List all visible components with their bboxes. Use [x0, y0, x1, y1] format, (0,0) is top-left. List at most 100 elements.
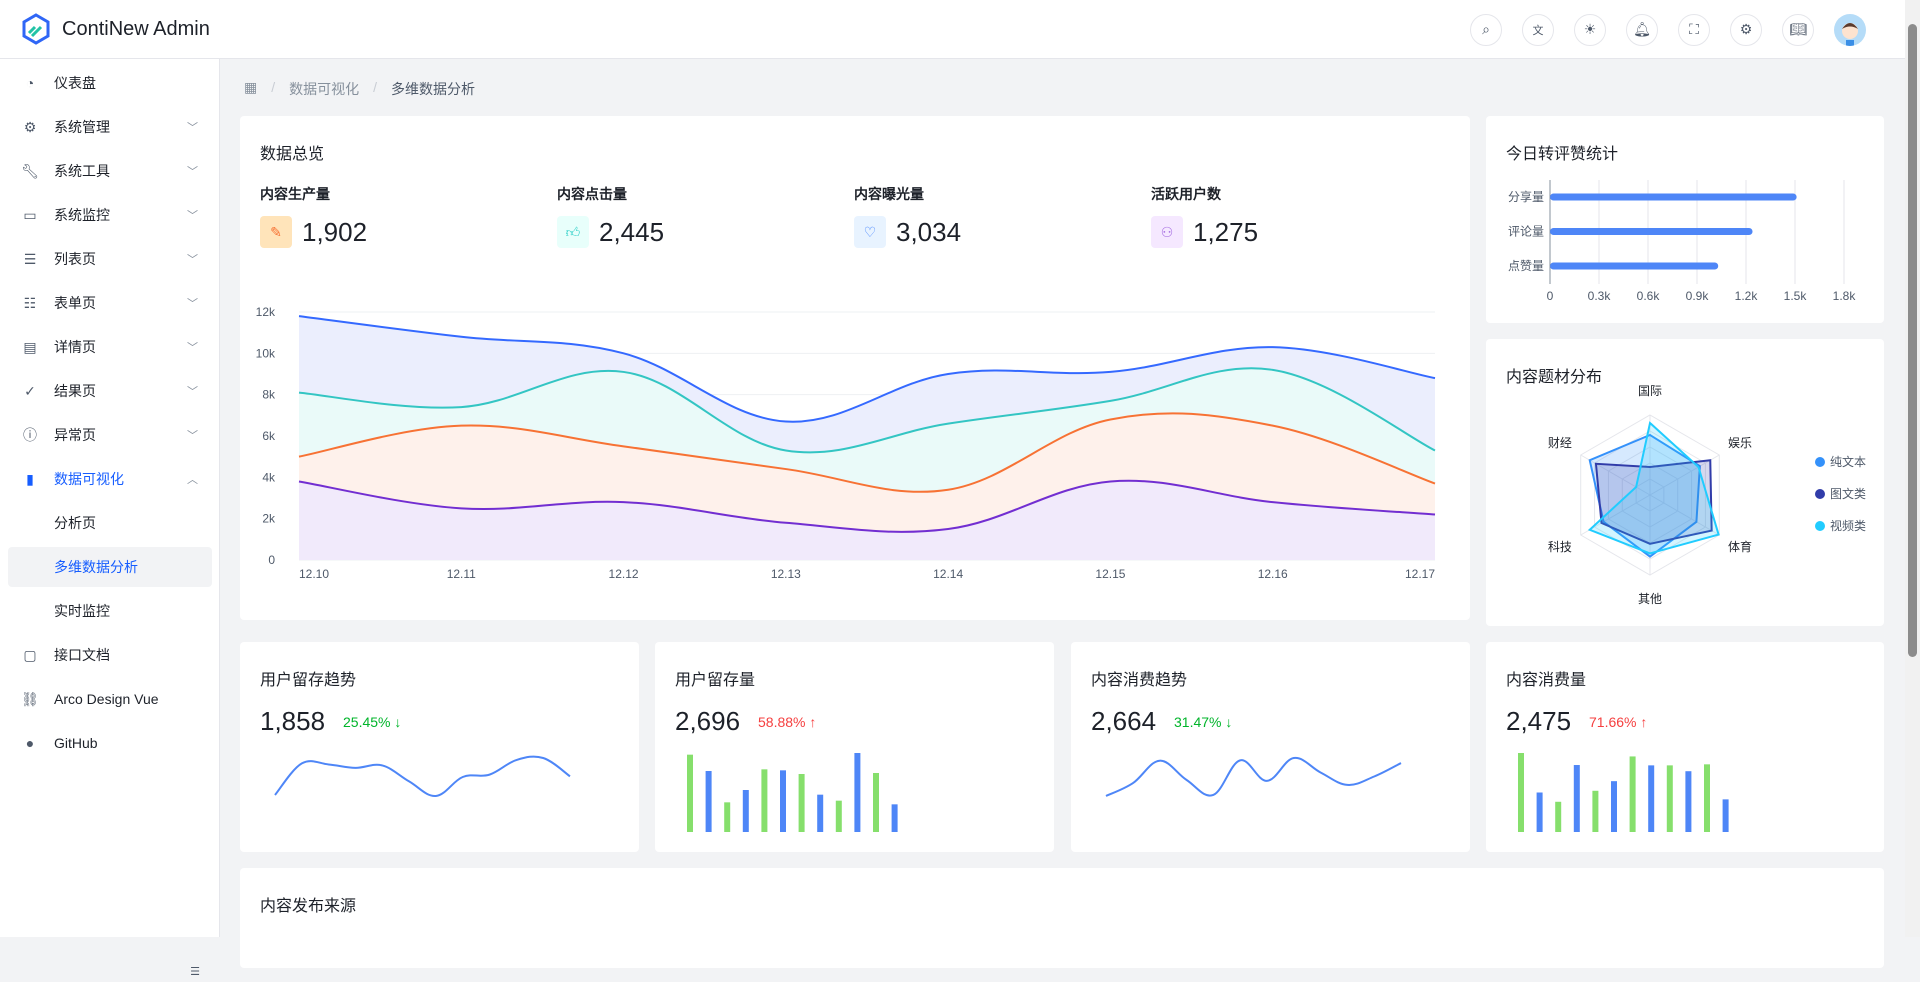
- sidebar-item[interactable]: ☰ 列表页 ﹀: [8, 239, 212, 279]
- y-tick-label: 0: [268, 553, 275, 567]
- radar-series: [1587, 421, 1720, 555]
- translate-button[interactable]: 文: [1522, 13, 1554, 46]
- book-button[interactable]: 📖︎: [1782, 13, 1814, 46]
- legend-label[interactable]: 视频类: [1830, 518, 1866, 533]
- collapse-sidebar-button[interactable]: ☰: [184, 960, 206, 982]
- x-tick-label: 12.11: [447, 567, 476, 581]
- sidebar-item[interactable]: ☷ 表单页 ﹀: [8, 283, 212, 323]
- bar: [1550, 193, 1797, 201]
- sidebar-item[interactable]: 🔧︎ 系统工具 ﹀: [8, 151, 212, 191]
- sidebar-item[interactable]: ▢ 接口文档: [8, 635, 212, 675]
- sidebar-item[interactable]: ▭ 系统监控 ﹀: [8, 195, 212, 235]
- bar: [1629, 756, 1636, 832]
- chevron-down-icon: ﹀: [187, 122, 198, 134]
- x-tick-label: 12.14: [933, 567, 963, 581]
- bell-icon: 🔔︎: [1633, 21, 1651, 37]
- user-icon: ⚇: [1151, 216, 1183, 248]
- sidebar-item-label: 分析页: [54, 515, 96, 531]
- sidebar-item[interactable]: 分析页: [8, 503, 212, 543]
- bar: [705, 771, 712, 832]
- breadcrumb-separator: /: [271, 79, 276, 95]
- scrollbar-thumb[interactable]: [1908, 24, 1917, 657]
- publish-source-card: 内容发布来源: [240, 868, 1884, 968]
- stat-item: 内容点击量 👍︎ 2,445: [557, 184, 664, 248]
- sparkline-chart: [274, 755, 571, 798]
- stat-label: 内容生产量: [260, 186, 330, 202]
- sidebar-item[interactable]: ▤ 详情页 ﹀: [8, 327, 212, 367]
- breadcrumb-item[interactable]: 数据可视化: [289, 81, 360, 97]
- sparkline-chart: [1105, 756, 1402, 797]
- apps-icon[interactable]: ▦: [244, 79, 258, 95]
- page-scrollbar[interactable]: [1905, 0, 1920, 937]
- mini-bar-chart: [687, 753, 898, 832]
- stat-label: 内容点击量: [557, 186, 627, 202]
- breadcrumb-item: 多维数据分析: [391, 81, 476, 97]
- sidebar-item-label: 结果页: [54, 383, 96, 399]
- checklist-icon: ☷: [23, 294, 37, 311]
- check-circle-icon: ✓: [24, 382, 36, 399]
- stat-value: 2,445: [599, 216, 665, 247]
- radar-axis: [1580, 454, 1651, 496]
- y-tick-label: 12k: [256, 305, 276, 319]
- dashboard-icon: ◔: [25, 75, 35, 91]
- series-line: [298, 315, 1436, 423]
- sparkline: [274, 755, 571, 798]
- metric-card: 内容消费趋势 2,664 31.47% ↓: [1071, 642, 1470, 852]
- chevron-down-icon: ﹀: [187, 166, 198, 178]
- sidebar-item[interactable]: 多维数据分析: [8, 547, 212, 587]
- bar: [798, 774, 805, 832]
- x-tick-label: 12.17: [1405, 567, 1435, 581]
- stat-item: 内容曝光量 ♡ 3,034: [854, 184, 961, 248]
- bar: [1666, 765, 1673, 832]
- thumb-up-icon: 👍︎: [557, 216, 589, 248]
- sidebar-item[interactable]: ⓘ 异常页 ﹀: [8, 415, 212, 455]
- bar: [780, 770, 786, 832]
- change-percent: 25.45%: [343, 714, 391, 730]
- header-actions: ⌕ 文 ☀ 🔔︎ ⛶ ⚙ 📖︎: [1470, 0, 1905, 59]
- chevron-down-icon: ﹀: [187, 210, 198, 222]
- card-title: 今日转评赞统计: [1506, 146, 1619, 163]
- bar: [854, 753, 861, 832]
- sidebar-item-label: 系统管理: [54, 119, 110, 135]
- radar-indicator-label: 其他: [1638, 592, 1662, 606]
- card-title: 数据总览: [260, 146, 325, 163]
- avatar[interactable]: [1834, 13, 1866, 46]
- y-category-label: 评论量: [1508, 225, 1544, 239]
- bell-button[interactable]: 🔔︎: [1626, 13, 1658, 46]
- sidebar-item[interactable]: ◔ 仪表盘: [8, 63, 212, 103]
- search-button[interactable]: ⌕: [1470, 13, 1502, 46]
- chevron-down-icon: ﹀: [187, 254, 198, 266]
- fullscreen-button[interactable]: ⛶: [1678, 13, 1710, 46]
- bar: [1592, 790, 1599, 832]
- bar: [1518, 753, 1524, 832]
- monitor-icon: ▭: [23, 206, 37, 223]
- sidebar-item[interactable]: 实时监控: [8, 591, 212, 631]
- card-title: 内容题材分布: [1506, 369, 1603, 386]
- logo[interactable]: ContiNew Admin: [22, 13, 210, 45]
- card-title: 内容消费量: [1506, 672, 1587, 689]
- settings-button[interactable]: ⚙: [1730, 13, 1762, 46]
- sidebar-item[interactable]: ● GitHub: [8, 723, 212, 763]
- x-tick-label: 12.10: [299, 567, 329, 581]
- metric-card: 内容消费量 2,475 71.66% ↑: [1486, 642, 1884, 852]
- sidebar-item-label: 详情页: [54, 339, 96, 355]
- bar: [724, 802, 731, 832]
- chevron-down-icon: ﹀: [187, 386, 198, 398]
- sidebar-item[interactable]: ⛓ Arco Design Vue: [8, 679, 212, 719]
- exclamation-circle-icon: ⓘ: [23, 427, 37, 443]
- legend-label[interactable]: 图文类: [1830, 486, 1866, 501]
- bar: [687, 754, 693, 832]
- sidebar-item[interactable]: ✓ 结果页 ﹀: [8, 371, 212, 411]
- sidebar-item[interactable]: ⚙ 系统管理 ﹀: [8, 107, 212, 147]
- bar: [1685, 771, 1692, 832]
- legend-label[interactable]: 纯文本: [1830, 454, 1866, 469]
- radar-indicator-label: 体育: [1728, 539, 1752, 554]
- x-tick-label: 0.3k: [1588, 289, 1612, 303]
- sidebar-item-label: Arco Design Vue: [54, 691, 159, 707]
- bar: [891, 804, 898, 832]
- sidebar-item[interactable]: ▮ 数据可视化 ︿: [8, 459, 212, 499]
- metric-card: 用户留存趋势 1,858 25.45% ↓: [240, 642, 639, 852]
- change-percent: 71.66%: [1589, 714, 1637, 730]
- theme-sun-button[interactable]: ☀: [1574, 13, 1606, 46]
- bar: [1550, 262, 1719, 270]
